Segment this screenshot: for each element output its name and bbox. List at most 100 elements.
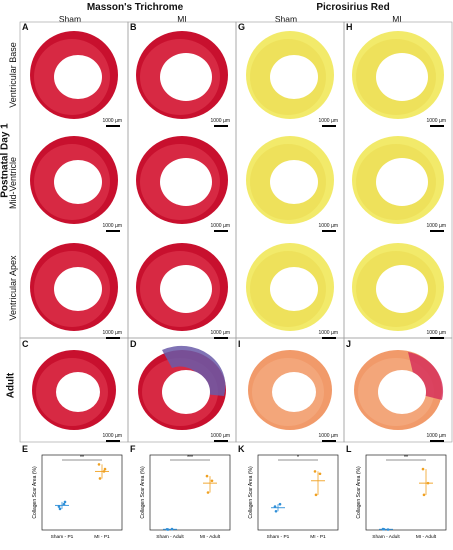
plot-frame <box>41 454 123 531</box>
ventricle-lumen <box>56 372 100 412</box>
x-tick-label: MI - P1 <box>310 534 326 540</box>
scale-text: 1000 µm <box>318 223 338 229</box>
subheader-sham-trichrome: Sham <box>58 14 82 24</box>
data-point <box>58 507 62 511</box>
panel-letter-j: J <box>346 339 352 349</box>
x-tick-label: MI - Adult <box>416 534 437 540</box>
scale-text: 1000 µm <box>318 118 338 124</box>
subheader-sham-picro: Sham <box>274 14 298 24</box>
data-point <box>206 491 210 494</box>
panel-letter-e: E <box>22 444 29 454</box>
scale-bar <box>214 440 228 442</box>
plot-frame <box>149 454 231 531</box>
heart-section-adult-sham-trichrome <box>32 350 116 430</box>
panel-letter-i: I <box>238 339 241 349</box>
scale-text: 1000 µm <box>210 433 230 439</box>
scale-text: 1000 µm <box>426 223 446 229</box>
panel-letter-g: G <box>238 22 246 32</box>
heart-section-base-sham-picro <box>246 31 334 119</box>
subheader-mi-trichrome: MI <box>177 14 187 24</box>
heart-section-mid-mi-trichrome <box>136 136 228 224</box>
y-axis-label: Collagen Scar Area (%) <box>32 466 38 519</box>
scale-text: 1000 µm <box>102 223 122 229</box>
data-point <box>318 472 322 476</box>
heart-section-apex-sham-trichrome <box>30 243 118 331</box>
scale-bar <box>322 337 336 339</box>
scale-bar <box>430 125 444 127</box>
data-point <box>274 509 278 513</box>
heart-section-adult-mi-trichrome <box>138 345 226 430</box>
chart-k: Collagen Scar Area (%) * Sham - P1 MI - P1 <box>248 454 339 540</box>
ventricle-lumen <box>376 53 428 101</box>
heart-section-apex-sham-picro <box>246 243 334 331</box>
ventricle-lumen <box>160 158 212 206</box>
heart-section-base-sham-trichrome <box>30 31 118 119</box>
scale-text: 1000 µm <box>426 118 446 124</box>
data-point <box>210 479 214 483</box>
scale-bar <box>106 230 120 232</box>
scale-text: 1000 µm <box>102 118 122 124</box>
ventricle-lumen <box>54 267 102 311</box>
data-point <box>57 505 61 508</box>
data-point <box>381 527 385 531</box>
scale-text: 1000 µm <box>426 433 446 439</box>
scale-bar <box>430 440 444 442</box>
data-point <box>273 505 277 508</box>
chart-f: Collagen Scar Area (%) *** Sham - Adult MI … <box>140 454 231 540</box>
ventricle-lumen <box>160 265 212 313</box>
plot-frame <box>365 454 447 531</box>
significance-label: ** <box>404 455 408 461</box>
ventricle-lumen <box>54 55 102 99</box>
heart-section-base-mi-trichrome <box>136 31 228 119</box>
data-point <box>386 528 390 531</box>
ventricle-lumen <box>270 267 318 311</box>
heart-section-mid-sham-picro <box>246 136 334 224</box>
data-point <box>421 467 425 471</box>
scale-text: 1000 µm <box>318 330 338 336</box>
scar-region <box>162 345 226 396</box>
x-tick-label: Sham - Adult <box>156 534 184 540</box>
x-tick-label: Sham - Adult <box>372 534 400 540</box>
header-massons-trichrome: Masson's Trichrome <box>86 2 184 13</box>
scale-bar <box>214 125 228 127</box>
x-tick-label: MI - Adult <box>200 534 221 540</box>
scale-bar <box>430 337 444 339</box>
x-tick-label: MI - P1 <box>94 534 110 540</box>
scale-bar <box>214 230 228 232</box>
plot-frame <box>257 454 339 531</box>
scale-text: 1000 µm <box>210 118 230 124</box>
y-axis-label: Collagen Scar Area (%) <box>248 466 254 519</box>
scale-bar <box>106 125 120 127</box>
data-point <box>170 527 174 531</box>
ventricle-lumen <box>376 158 428 206</box>
chart-e: Collagen Scar Area (%) ** Sham - P1 MI - P1 <box>32 454 123 540</box>
scale-text: 1000 µm <box>210 330 230 336</box>
significance-label: *** <box>187 455 193 461</box>
x-tick-label: Sham - P1 <box>267 534 290 540</box>
scale-text: 1000 µm <box>210 223 230 229</box>
data-point <box>422 493 426 497</box>
ventricle-lumen <box>378 370 426 414</box>
panel-letter-b: B <box>130 22 137 32</box>
ventricle-lumen <box>160 53 212 101</box>
scale-bar <box>106 337 120 339</box>
data-point <box>205 474 209 478</box>
data-point <box>97 463 101 466</box>
panel-letter-h: H <box>346 22 353 32</box>
data-point <box>102 470 106 473</box>
significance-label: ** <box>80 455 84 461</box>
heart-section-adult-sham-picro <box>248 350 332 430</box>
scale-text: 1000 µm <box>426 330 446 336</box>
ventricle-lumen <box>54 160 102 204</box>
heart-section-base-mi-picro <box>352 31 444 119</box>
data-point <box>165 527 169 531</box>
panel-letter-f: F <box>130 444 136 454</box>
panel-letter-l: L <box>346 444 352 454</box>
data-point <box>313 470 317 473</box>
panel-frames <box>19 21 453 443</box>
y-axis-label: Collagen Scar Area (%) <box>140 466 146 519</box>
heart-section-apex-mi-picro <box>352 243 444 331</box>
y-axis-label: Collagen Scar Area (%) <box>356 466 362 519</box>
header-picrosirius-red: Picrosirius Red <box>316 2 390 13</box>
